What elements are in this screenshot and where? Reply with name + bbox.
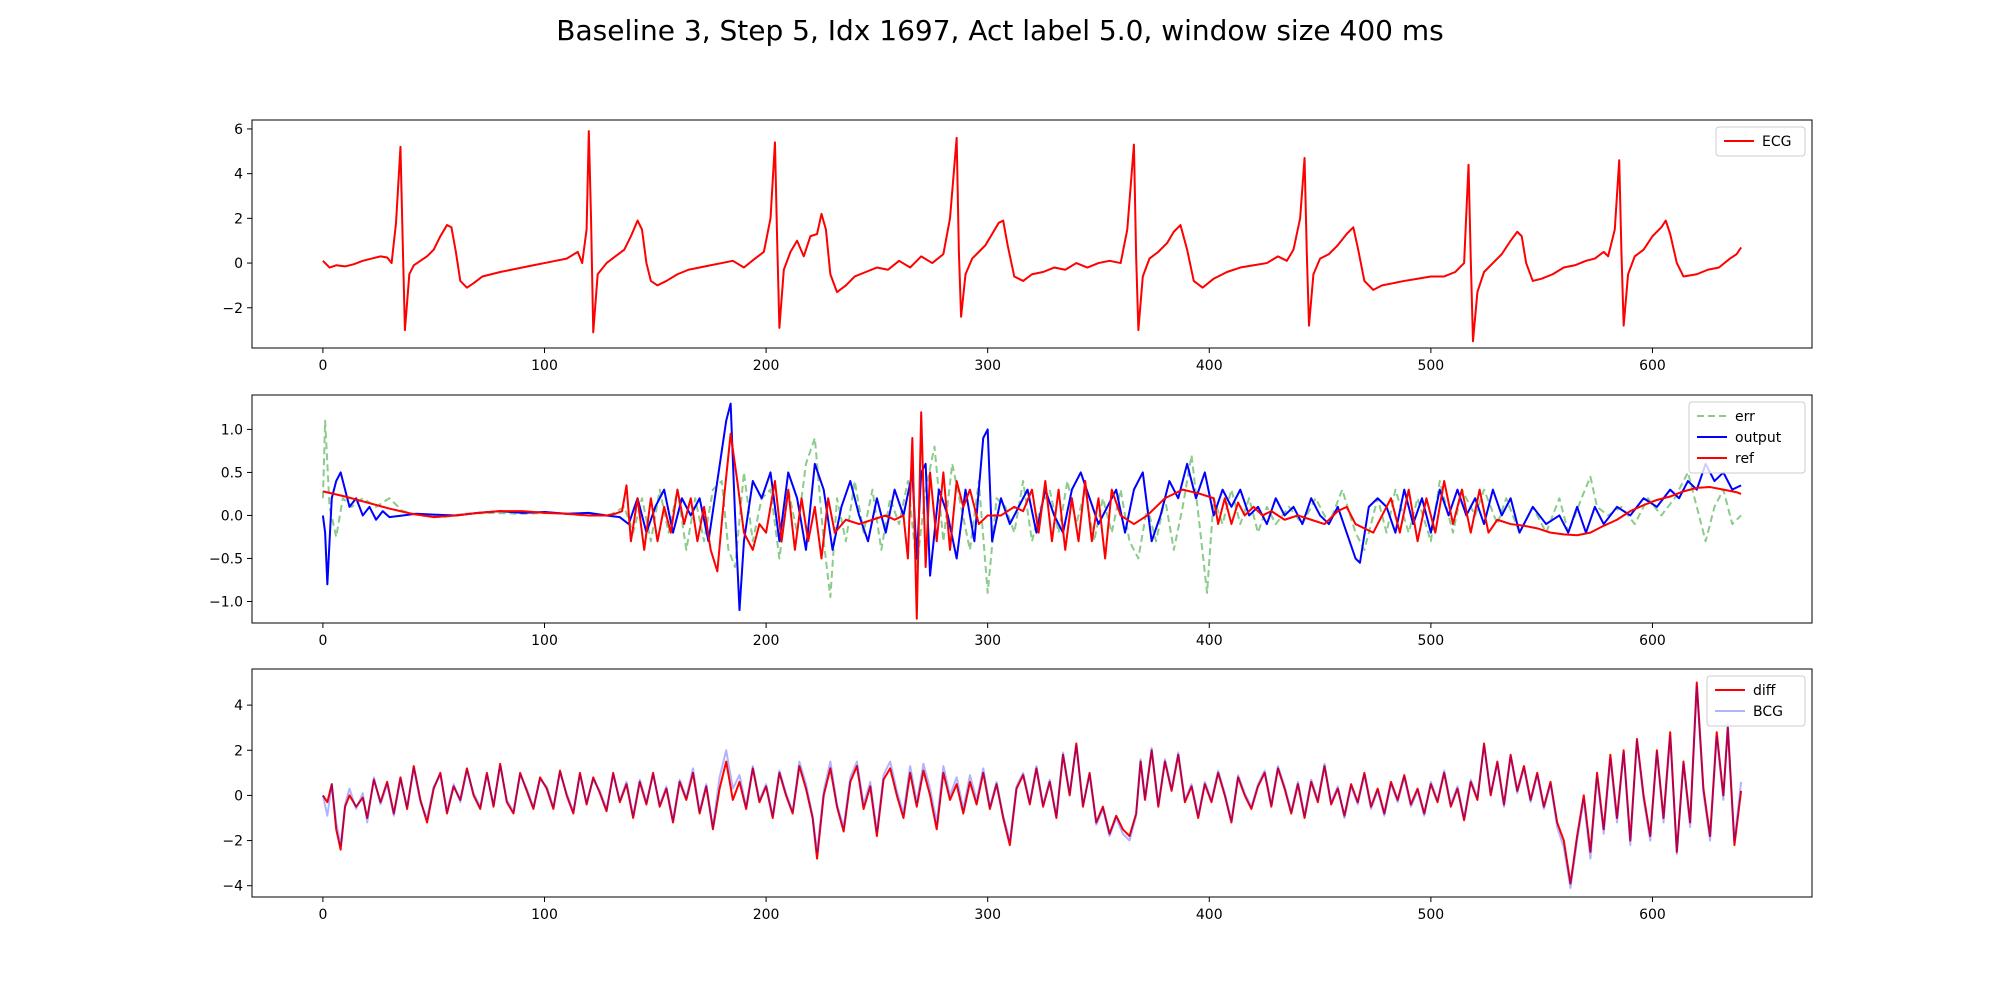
legend: diff BCG [1706, 675, 1806, 727]
y-tick-label: −4 [222, 879, 243, 895]
legend-label-diff: diff [1753, 683, 1776, 699]
x-tick-label: 100 [531, 633, 558, 649]
x-tick-label: 400 [1196, 633, 1223, 649]
y-tick-label: 2 [234, 743, 243, 759]
legend-label-err: err [1735, 409, 1755, 425]
y-tick-label: 0 [234, 256, 243, 272]
x-tick-label: 400 [1196, 358, 1223, 374]
x-tick-label: 0 [318, 907, 327, 923]
x-tick-label: 300 [974, 358, 1001, 374]
x-tick-label: 100 [531, 907, 558, 923]
subplot-2: 0 100 200 300 400 500 600 −1.0 −0.5 0.0 0.5 1.0 err o… [209, 394, 1813, 649]
y-tick-label: 0 [234, 788, 243, 804]
legend: err output ref [1688, 401, 1806, 474]
legend-box [1715, 126, 1806, 157]
legend-label-output: output [1735, 430, 1782, 446]
y-tick-label: −0.5 [209, 551, 243, 567]
axes-frame [251, 668, 1813, 898]
x-tick-label: 600 [1639, 358, 1666, 374]
series-line-bcg [321, 686, 1743, 889]
legend-box [1688, 401, 1806, 474]
x-tick-label: 0 [318, 358, 327, 374]
y-tick-label: 4 [234, 167, 243, 183]
legend-label-ref: ref [1735, 451, 1755, 467]
legend-label-bcg: BCG [1753, 704, 1783, 720]
series-line-output [321, 402, 1742, 612]
x-tick-label: 400 [1196, 907, 1223, 923]
y-tick-label: 4 [234, 698, 243, 714]
x-tick-label: 500 [1417, 907, 1444, 923]
x-tick-label: 500 [1417, 358, 1444, 374]
x-tick-label: 200 [753, 633, 780, 649]
y-tick-label: 6 [234, 122, 243, 138]
axes-frame [251, 394, 1813, 624]
y-tick-label: 0.0 [221, 508, 243, 524]
x-tick-label: 600 [1639, 907, 1666, 923]
y-tick-label: 1.0 [221, 422, 243, 438]
x-tick-label: 100 [531, 358, 558, 374]
series-line-err [321, 419, 1742, 599]
x-tick-label: 200 [753, 907, 780, 923]
y-tick-label: −2 [222, 301, 243, 317]
series-line-ref [322, 411, 1742, 620]
x-tick-label: 600 [1639, 633, 1666, 649]
x-tick-label: 200 [753, 358, 780, 374]
y-tick-label: 0.5 [221, 465, 243, 481]
subplot-1: 0 100 200 300 400 500 600 −2 0 2 4 6 ECG [222, 119, 1813, 374]
x-tick-label: 500 [1417, 633, 1444, 649]
legend: ECG [1715, 126, 1806, 157]
series-line-ecg [322, 130, 1742, 343]
y-tick-label: −2 [222, 834, 243, 850]
series-line-diff [322, 681, 1743, 885]
legend-box [1706, 675, 1806, 727]
subplot-3: 0 100 200 300 400 500 600 −4 −2 0 2 4 diff BCG [222, 668, 1813, 923]
x-tick-label: 0 [318, 633, 327, 649]
legend-label-ecg: ECG [1762, 134, 1791, 150]
x-tick-label: 300 [974, 633, 1001, 649]
x-tick-label: 300 [974, 907, 1001, 923]
y-tick-label: 2 [234, 211, 243, 227]
figure-title: Baseline 3, Step 5, Idx 1697, Act label … [556, 14, 1444, 47]
axes-frame [251, 119, 1813, 349]
y-tick-label: −1.0 [209, 594, 243, 610]
